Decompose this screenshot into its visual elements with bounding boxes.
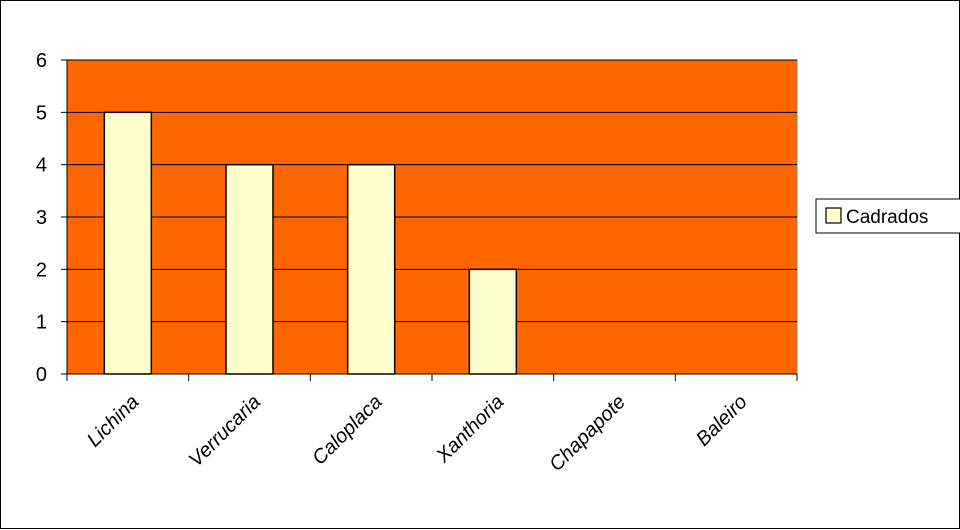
y-tick-label-3: 3 (36, 207, 47, 229)
x-tick-label-lichina: Lichina (83, 391, 143, 451)
bar-verrucaria (225, 163, 274, 375)
legend-swatch-cadrados (825, 207, 842, 224)
bar-xanthoria (468, 268, 518, 375)
legend: Cadrados (815, 198, 960, 234)
y-tick-label-2: 2 (36, 259, 47, 281)
bars (103, 111, 518, 375)
x-tick-label-baleiro: Baleiro (692, 391, 752, 451)
y-tick-label-5: 5 (36, 102, 47, 124)
y-tick-label-6: 6 (36, 50, 47, 72)
y-tick-label-4: 4 (36, 155, 47, 177)
legend-label-cadrados: Cadrados (846, 207, 928, 228)
y-tick-label-0: 0 (36, 364, 47, 386)
x-tick-label-verrucaria: Verrucaria (185, 391, 265, 471)
x-tick-label-caloplaca: Caloplaca (308, 391, 386, 469)
gridlines (67, 59, 797, 323)
x-tick-label-xanthoria: Xanthoria (432, 391, 509, 468)
bar-caloplaca (346, 163, 396, 375)
y-tick-label-1: 1 (36, 312, 47, 334)
x-tick-label-chapapote: Chapapote (545, 391, 630, 476)
bar-lichina (103, 111, 153, 375)
